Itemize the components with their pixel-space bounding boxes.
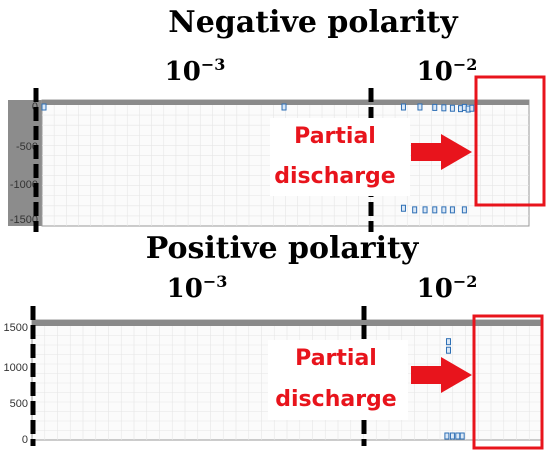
decade-label-negative-2: 10−2 bbox=[417, 55, 478, 87]
y-tick-positive-3: 0 bbox=[22, 434, 28, 446]
data-point-negative-17 bbox=[449, 206, 455, 214]
annotation-positive-line2: discharge bbox=[275, 387, 396, 412]
plot-top-bar-positive bbox=[32, 320, 542, 326]
y-tick-negative-3: -1500 bbox=[10, 214, 38, 226]
y-tick-negative-1: -500 bbox=[16, 141, 38, 153]
series-positive bbox=[444, 338, 465, 440]
y-tick-positive-2: 500 bbox=[10, 398, 28, 410]
y-tick-positive-0: 1500 bbox=[4, 322, 28, 334]
data-point-negative-11 bbox=[469, 104, 475, 112]
data-point-positive-3 bbox=[449, 432, 455, 440]
data-point-positive-2 bbox=[444, 432, 450, 440]
y-tick-negative-2: -1000 bbox=[10, 179, 38, 191]
y-tick-positive-1: 1000 bbox=[4, 362, 28, 374]
chart-title-negative: Negative polarity bbox=[168, 5, 459, 40]
data-point-positive-0 bbox=[445, 338, 451, 346]
data-point-negative-1 bbox=[41, 103, 47, 111]
data-point-negative-4 bbox=[417, 103, 423, 111]
annotation-negative-line2: discharge bbox=[274, 164, 395, 189]
pd-box-positive bbox=[472, 314, 544, 450]
data-point-negative-16 bbox=[441, 206, 447, 214]
annotation-negative-line1: Partial bbox=[294, 124, 376, 149]
decade-label-positive-2: 10−2 bbox=[417, 272, 478, 304]
data-point-positive-1 bbox=[445, 346, 451, 354]
data-point-negative-15 bbox=[432, 206, 438, 214]
arrow-negative bbox=[411, 134, 472, 170]
data-point-negative-6 bbox=[441, 104, 447, 112]
data-point-negative-5 bbox=[432, 103, 438, 111]
data-point-positive-5 bbox=[459, 432, 465, 440]
data-point-negative-13 bbox=[412, 206, 418, 214]
data-point-negative-18 bbox=[461, 206, 467, 214]
data-point-negative-7 bbox=[449, 104, 455, 112]
series-negative bbox=[41, 103, 475, 214]
data-point-negative-3 bbox=[400, 103, 406, 111]
data-point-positive-4 bbox=[455, 432, 461, 440]
chart-title-positive: Positive polarity bbox=[146, 231, 420, 266]
data-point-negative-14 bbox=[422, 206, 428, 214]
plot-top-bar-negative bbox=[42, 100, 529, 105]
data-point-negative-2 bbox=[281, 103, 287, 111]
annotation-bg-negative bbox=[270, 118, 410, 196]
annotation-positive-line1: Partial bbox=[295, 346, 377, 371]
decade-label-positive-1: 10−3 bbox=[167, 272, 228, 304]
arrow-positive bbox=[411, 357, 472, 393]
data-point-negative-12 bbox=[400, 204, 406, 212]
annotation-bg-positive bbox=[268, 340, 408, 420]
pd-box-negative bbox=[474, 75, 546, 207]
decade-label-negative-1: 10−3 bbox=[165, 55, 226, 87]
